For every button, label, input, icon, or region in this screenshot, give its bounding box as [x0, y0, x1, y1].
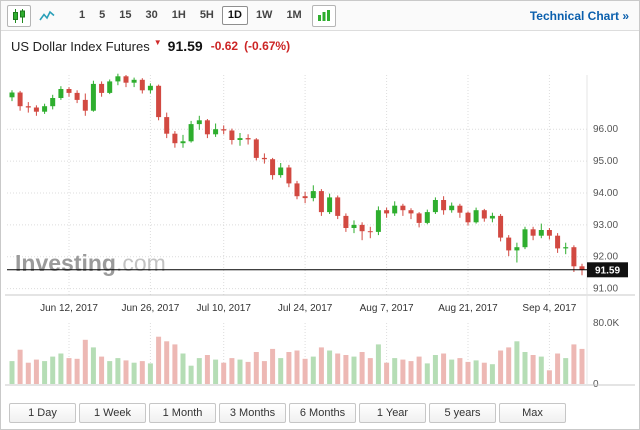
volume-axis-label: 80.0K	[593, 318, 619, 329]
price-axis-label: 95.00	[593, 156, 618, 167]
price-change: -0.62	[210, 39, 239, 53]
indicators-icon	[317, 10, 330, 21]
range-max[interactable]: Max	[499, 403, 566, 423]
range-1-week[interactable]: 1 Week	[79, 403, 146, 423]
interval-5h[interactable]: 5H	[194, 6, 220, 25]
date-axis-label: Jul 24, 2017	[278, 303, 333, 314]
date-axis-label: Jun 26, 2017	[121, 303, 179, 314]
date-axis-label: Jun 12, 2017	[40, 303, 98, 314]
interval-15[interactable]: 15	[113, 6, 137, 25]
line-chart-button[interactable]	[35, 5, 59, 27]
range-1-day[interactable]: 1 Day	[9, 403, 76, 423]
price-axis-label: 93.00	[593, 220, 618, 231]
range-button-row: 1 Day 1 Week 1 Month 3 Months 6 Months 1 Year…	[1, 397, 639, 429]
price-axis-label: 94.00	[593, 188, 618, 199]
technical-chart-link[interactable]: Technical Chart »	[529, 8, 629, 23]
instrument-header: US Dollar Index Futures ▼ 91.59 -0.62 (-…	[1, 31, 639, 61]
candles-series	[9, 73, 585, 276]
interval-group: 1 5 15 30 1H 5H 1D 1W 1M	[73, 6, 308, 25]
range-5-years[interactable]: 5 years	[429, 403, 496, 423]
date-axis-label: Aug 7, 2017	[360, 303, 414, 314]
date-axis-label: Aug 21, 2017	[438, 303, 498, 314]
last-price-value: 91.59	[167, 38, 203, 54]
range-3-months[interactable]: 3 Months	[219, 403, 286, 423]
interval-1h[interactable]: 1H	[166, 6, 192, 25]
date-axis-label: Jul 10, 2017	[196, 303, 251, 314]
volume-series	[9, 336, 585, 384]
time-grid: Jun 12, 2017 Jun 26, 2017 Jul 10, 2017 Jul …	[40, 75, 577, 384]
candlestick-chart-icon	[12, 8, 25, 23]
interval-1[interactable]: 1	[73, 6, 91, 25]
line-chart-icon	[39, 10, 55, 20]
interval-1d[interactable]: 1D	[221, 6, 248, 25]
price-axis-label: 91.00	[593, 284, 618, 295]
chart-toolbar: 1 5 15 30 1H 5H 1D 1W 1M Technical Chart »	[1, 1, 639, 31]
range-1-year[interactable]: 1 Year	[359, 403, 426, 423]
interval-1m[interactable]: 1M	[280, 6, 307, 25]
candlestick-chart-area[interactable]: 96.00 95.00 94.00 93.00 92.00 91.00 Jun 12, 20…	[1, 61, 639, 397]
investing-watermark: Investing.com	[15, 250, 166, 276]
interval-30[interactable]: 30	[140, 6, 164, 25]
price-grid: 96.00 95.00 94.00 93.00 92.00 91.00	[7, 124, 618, 295]
price-change-pct: (-0.67%)	[244, 39, 291, 53]
volume-axis: 80.0K0	[593, 318, 619, 390]
price-axis-label: 96.00	[593, 124, 618, 135]
interval-5[interactable]: 5	[93, 6, 111, 25]
price-axis-label: 92.00	[593, 252, 618, 263]
date-axis-label: Sep 4, 2017	[522, 303, 576, 314]
range-1-month[interactable]: 1 Month	[149, 403, 216, 423]
range-6-months[interactable]: 6 Months	[289, 403, 356, 423]
interval-1w[interactable]: 1W	[250, 6, 279, 25]
indicators-button[interactable]	[311, 4, 336, 27]
last-price-marker: 91.59	[7, 262, 628, 278]
instrument-title: US Dollar Index Futures	[11, 38, 150, 54]
last-price-tag: 91.59	[595, 265, 620, 276]
candlestick-chart-button[interactable]	[7, 4, 31, 27]
price-down-arrow-icon: ▼	[153, 37, 162, 47]
